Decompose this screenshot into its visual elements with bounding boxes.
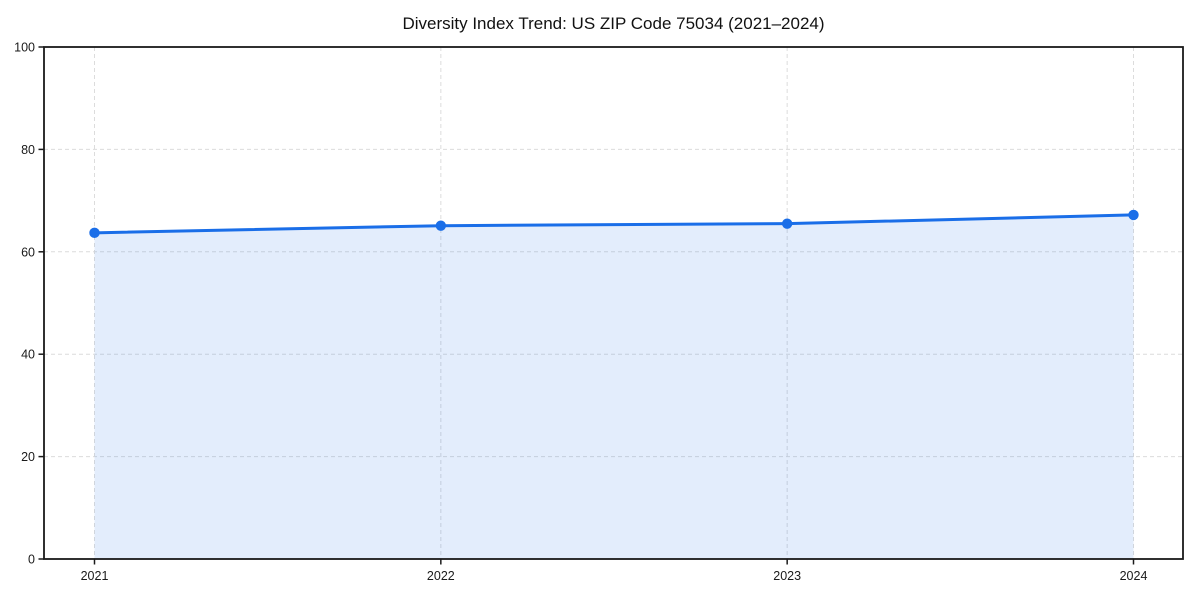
y-tick-label: 40 xyxy=(21,348,35,362)
data-point-marker xyxy=(435,220,447,231)
chart-title: Diversity Index Trend: US ZIP Code 75034… xyxy=(402,14,825,33)
x-tick-label: 2024 xyxy=(1120,569,1148,583)
plot-border xyxy=(43,46,1184,560)
y-tick-label: 100 xyxy=(14,41,35,55)
x-tick-label: 2021 xyxy=(81,569,109,583)
x-tick-label: 2022 xyxy=(427,569,455,583)
x-tick-label: 2023 xyxy=(773,569,801,583)
y-tick-label: 80 xyxy=(21,143,35,157)
trend-line xyxy=(93,213,1135,235)
data-point-marker xyxy=(89,227,100,239)
y-tick-label: 0 xyxy=(28,553,35,567)
y-tick-label: 20 xyxy=(21,450,35,464)
area-fill xyxy=(94,214,1134,559)
data-point-marker xyxy=(1128,209,1139,221)
data-point-marker xyxy=(781,218,793,229)
y-tick-label: 60 xyxy=(21,245,35,259)
